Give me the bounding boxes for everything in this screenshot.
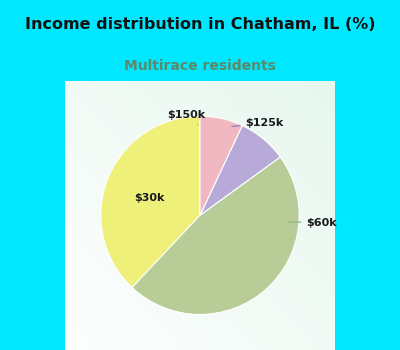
Wedge shape: [200, 126, 280, 215]
Text: $60k: $60k: [289, 218, 337, 228]
Text: Income distribution in Chatham, IL (%): Income distribution in Chatham, IL (%): [25, 17, 375, 32]
Text: $150k: $150k: [167, 110, 205, 125]
Text: $125k: $125k: [232, 118, 284, 127]
Text: $30k: $30k: [134, 193, 164, 203]
Wedge shape: [200, 116, 242, 215]
Wedge shape: [101, 116, 200, 288]
Text: Multirace residents: Multirace residents: [124, 59, 276, 73]
Wedge shape: [132, 157, 299, 314]
